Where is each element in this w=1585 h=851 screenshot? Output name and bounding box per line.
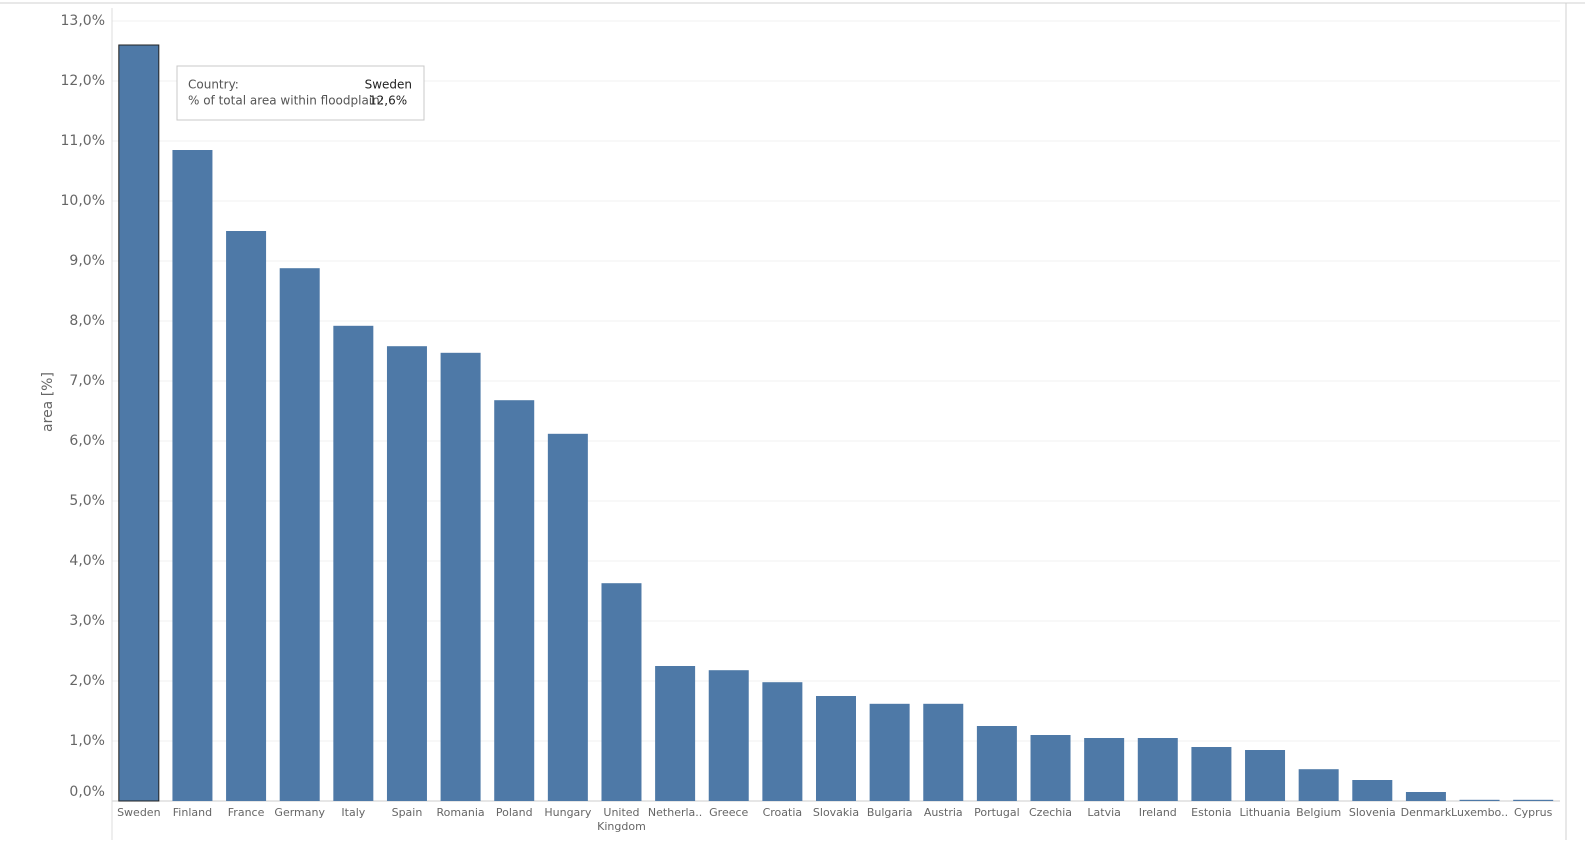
x-tick-label: Romania (437, 806, 485, 819)
bar (1245, 750, 1286, 801)
y-tick-label: 6,0% (69, 433, 105, 449)
plot: 0,0% 1,0% 2,0% 3,0% 4,0% 5,0% 6,0% 7,0% 8,0% 9,0%… (61, 8, 1560, 840)
bar (333, 325, 374, 801)
bar (1352, 780, 1393, 801)
tooltip: Country: Sweden % of total area within f… (176, 65, 425, 121)
bar (386, 346, 427, 801)
y-tick-label: 8,0% (69, 313, 105, 329)
bar (1459, 799, 1500, 801)
x-tick-label: Latvia (1087, 806, 1121, 819)
bar (440, 352, 481, 801)
y-tick-label: 13,0% (61, 13, 105, 29)
x-tick-label: Slovenia (1349, 806, 1396, 819)
x-tick-label: Belgium (1296, 806, 1341, 819)
x-tick-label: Sweden (117, 806, 160, 819)
x-tick-label: Czechia (1029, 806, 1072, 819)
bar (494, 400, 535, 801)
bar (762, 682, 803, 801)
x-tick-label: Estonia (1191, 806, 1232, 819)
bar (172, 150, 213, 801)
bar (1298, 769, 1339, 801)
tooltip-box (176, 65, 425, 121)
bar (1030, 735, 1071, 801)
x-tick-label: Hungary (544, 806, 591, 819)
y-tick-label: 12,0% (61, 73, 105, 89)
x-tick-label: Denmark (1401, 806, 1452, 819)
y-tick-label: 2,0% (69, 673, 105, 689)
x-tick-label: Slovakia (813, 806, 859, 819)
bar (279, 268, 320, 801)
x-tick-label: Luxembo.. (1451, 806, 1508, 819)
x-tick-label: Austria (924, 806, 963, 819)
x-tick-label: United Kingdom (597, 806, 646, 833)
bar (118, 44, 160, 802)
x-tick-label: Finland (173, 806, 212, 819)
bar (816, 696, 856, 801)
x-tick-label: Bulgaria (867, 806, 913, 819)
y-tick-label: 10,0% (61, 193, 105, 209)
bar (869, 703, 910, 801)
y-tick-label: 3,0% (69, 613, 105, 629)
bar (923, 703, 964, 801)
y-tick-label: 5,0% (69, 493, 105, 509)
bar (547, 433, 588, 801)
bar (976, 726, 1017, 801)
bar (655, 666, 696, 801)
x-tick-label: Portugal (974, 806, 1020, 819)
bar (1137, 738, 1178, 801)
bar (1191, 747, 1232, 801)
tooltip-value: Sweden (365, 78, 412, 92)
x-tick-label: Lithuania (1240, 806, 1291, 819)
bar (1405, 792, 1446, 801)
bar (1084, 738, 1125, 801)
tooltip-key: % of total area within floodplain: (188, 94, 384, 108)
x-tick-label: Italy (341, 806, 365, 819)
bar (708, 670, 749, 801)
x-tick-label: Ireland (1139, 806, 1177, 819)
y-tick-label: 7,0% (69, 373, 105, 389)
x-tick-label: France (228, 806, 265, 819)
x-tick-label: Netherla.. (648, 806, 702, 819)
x-tick-label: Croatia (763, 806, 803, 819)
tooltip-key: Country: (188, 78, 239, 92)
x-tick-label: Germany (274, 806, 325, 819)
x-tick-label: Spain (392, 806, 423, 819)
tooltip-value: 12,6% (369, 94, 407, 108)
x-tick-label: Cyprus (1514, 806, 1553, 819)
y-tick-label: 4,0% (69, 553, 105, 569)
x-tick-label: Poland (496, 806, 533, 819)
y-tick-label: 11,0% (61, 133, 105, 149)
bar (601, 583, 642, 801)
x-tick-label: Greece (709, 806, 748, 819)
y-tick-label: 9,0% (69, 253, 105, 269)
y-axis-title: area [%] (40, 372, 56, 432)
y-tick-label: 1,0% (69, 733, 105, 749)
bar (226, 231, 267, 801)
y-tick-label: 0,0% (69, 784, 105, 800)
bar (1513, 799, 1554, 801)
